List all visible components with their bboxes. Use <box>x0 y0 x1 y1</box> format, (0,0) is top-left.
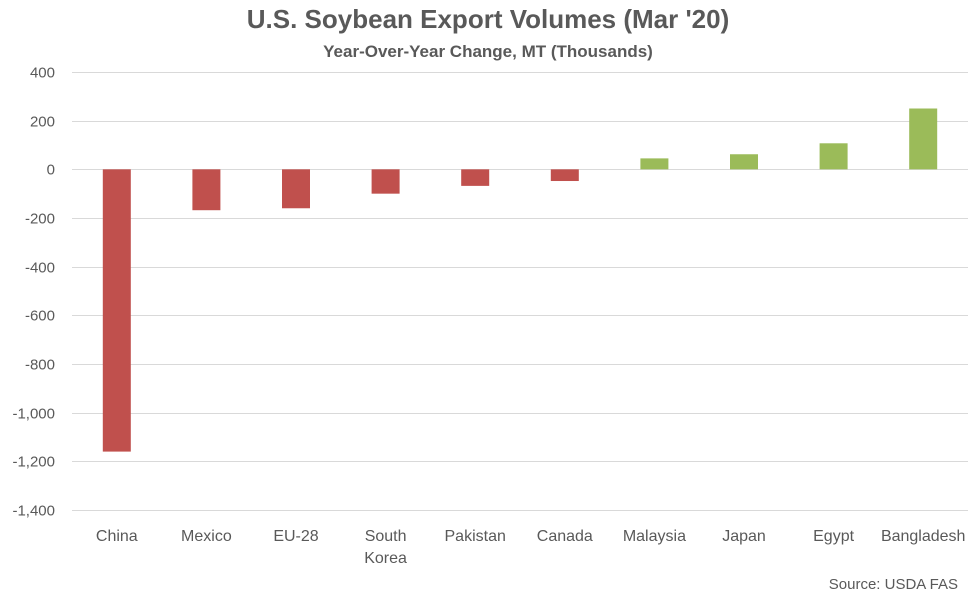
x-category-label: EU-28 <box>273 528 318 545</box>
y-tick-label: 0 <box>47 162 55 179</box>
x-category-label: Japan <box>722 528 766 545</box>
y-tick-label: -1,000 <box>12 406 55 423</box>
bar-mexico <box>192 169 221 211</box>
y-tick-label: 400 <box>30 65 55 82</box>
chart-title: U.S. Soybean Export Volumes (Mar '20) <box>246 4 730 34</box>
y-tick-label: -600 <box>25 308 55 325</box>
x-category-label: Bangladesh <box>881 528 966 545</box>
bar-canada <box>550 169 579 182</box>
source-note: Source: USDA FAS <box>828 576 958 593</box>
bar-china <box>102 169 131 452</box>
bar-pakistan <box>461 169 490 186</box>
bar-south-korea <box>371 169 400 194</box>
x-category-label: Malaysia <box>623 528 686 545</box>
x-category-label: Canada <box>537 528 593 545</box>
bar-bangladesh <box>909 108 938 170</box>
x-category-label: South Korea <box>364 528 407 567</box>
bar-japan <box>730 154 758 170</box>
chart-subtitle: Year-Over-Year Change, MT (Thousands) <box>323 42 653 61</box>
x-category-label: Egypt <box>813 528 854 545</box>
x-axis-category-labels: China Mexico EU-28 South Korea Pakistan Canada… <box>96 528 966 567</box>
y-axis-tick-labels: 400 200 0 -200 -400 -600 -800 -1,000 -1,200 -1,40… <box>12 65 55 520</box>
bar-eu-28 <box>282 169 310 209</box>
x-category-label: China <box>96 528 138 545</box>
y-tick-label: -1,400 <box>12 503 55 520</box>
y-tick-label: -800 <box>25 357 55 374</box>
y-tick-label: 200 <box>30 114 55 131</box>
y-tick-label: -1,200 <box>12 454 55 471</box>
y-tick-label: -200 <box>25 211 55 228</box>
bar-egypt <box>819 143 848 170</box>
x-category-label: Mexico <box>181 528 232 545</box>
y-tick-label: -400 <box>25 260 55 277</box>
bars <box>102 108 938 452</box>
x-category-label: Pakistan <box>445 528 506 545</box>
bar-malaysia <box>640 158 669 170</box>
gridlines <box>72 72 968 511</box>
